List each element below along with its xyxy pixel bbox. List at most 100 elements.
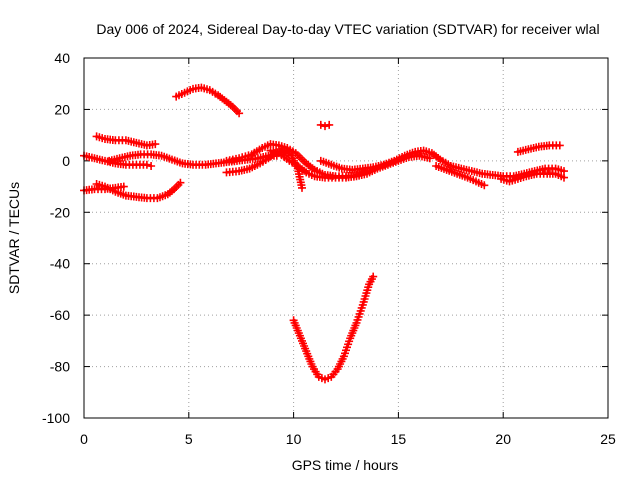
series-arc-15 [289, 272, 378, 384]
data-point [344, 176, 348, 179]
data-point [250, 153, 253, 156]
data-point [355, 175, 358, 178]
data-point [237, 157, 241, 160]
x-tick-label: 10 [286, 431, 302, 447]
data-point [231, 105, 235, 109]
data-point [327, 123, 331, 127]
data-point [237, 112, 241, 115]
data-point [535, 172, 538, 175]
data-point [93, 187, 96, 191]
data-point [413, 150, 417, 154]
data-point [304, 171, 308, 174]
data-point [361, 167, 365, 170]
data-point [154, 142, 157, 146]
data-point [156, 196, 159, 200]
data-point [351, 168, 354, 172]
data-point [348, 337, 352, 340]
data-point [181, 162, 184, 165]
chart-title: Day 006 of 2024, Sidereal Day-to-day VTE… [96, 21, 599, 37]
data-point [118, 157, 121, 160]
data-point [179, 181, 182, 184]
data-point [323, 124, 327, 128]
data-point [361, 303, 365, 307]
data-point [558, 144, 562, 147]
data-point [537, 145, 541, 148]
data-point [367, 283, 371, 286]
data-point [430, 151, 434, 155]
series-arc-10 [316, 120, 334, 131]
y-tick-label: -100 [42, 410, 70, 426]
y-tick-label: 40 [54, 50, 70, 66]
data-point [135, 141, 138, 145]
series-arc-14 [513, 141, 564, 156]
y-tick-label: -60 [50, 307, 70, 323]
y-axis-title: SDTVAR / TECUs [6, 182, 22, 294]
series-arc-12 [432, 162, 489, 190]
data-point [225, 159, 228, 163]
data-point [166, 193, 170, 196]
data-point [225, 100, 228, 103]
data-point [317, 375, 321, 379]
data-point [160, 154, 163, 157]
data-point [300, 186, 304, 190]
data-point [124, 163, 128, 166]
y-tick-label: 0 [62, 153, 70, 169]
data-point [516, 177, 520, 181]
x-axis-title: GPS time / hours [292, 457, 399, 473]
data-point [248, 167, 251, 170]
data-point [554, 167, 557, 170]
data-point [525, 175, 528, 178]
data-point [543, 167, 547, 170]
data-point [548, 144, 551, 147]
data-point [455, 172, 459, 175]
data-point [122, 185, 126, 188]
data-point [311, 365, 314, 368]
data-point [135, 195, 138, 199]
data-point [428, 157, 432, 160]
y-tick-label: 20 [54, 101, 70, 117]
series-arc-13 [497, 169, 568, 186]
data-point [491, 173, 495, 177]
tick-label-layer: 0 5 10 15 20 25 -100 -80 -60 -40 -20 0 20 40 [42, 50, 616, 447]
data-point [342, 355, 346, 358]
x-tick-label: 15 [391, 431, 407, 447]
data-point [103, 185, 107, 188]
series-arc-1 [172, 83, 244, 118]
data-point [139, 153, 142, 156]
data-point [371, 275, 375, 278]
series-arc-6 [92, 178, 185, 203]
data-point [145, 144, 149, 147]
data-point [470, 169, 474, 173]
data-point [286, 146, 289, 150]
data-point [145, 196, 149, 200]
data-point [562, 176, 566, 179]
data-point [237, 169, 241, 173]
data-point [258, 162, 262, 165]
data-point [200, 86, 203, 89]
data-point [294, 151, 298, 155]
data-point [323, 176, 327, 179]
data-point [371, 166, 375, 169]
data-point [149, 153, 153, 156]
data-point [334, 176, 337, 179]
x-tick-label: 5 [185, 431, 193, 447]
data-point [466, 176, 469, 179]
data-point [288, 159, 291, 163]
data-point [260, 146, 264, 150]
data-point [216, 94, 220, 97]
data-point [330, 375, 333, 379]
data-point [256, 157, 260, 160]
data-point [149, 164, 153, 168]
data-point [191, 87, 195, 91]
series-arc-2 [92, 132, 160, 150]
data-point [174, 95, 178, 98]
data-point [562, 169, 566, 173]
y-tick-label: -40 [50, 256, 70, 272]
data-point [296, 164, 300, 168]
y-tick-label: -20 [50, 204, 70, 220]
data-point [340, 167, 344, 170]
data-point [93, 157, 96, 160]
data-point [319, 159, 323, 163]
series-arc-4 [105, 150, 281, 169]
